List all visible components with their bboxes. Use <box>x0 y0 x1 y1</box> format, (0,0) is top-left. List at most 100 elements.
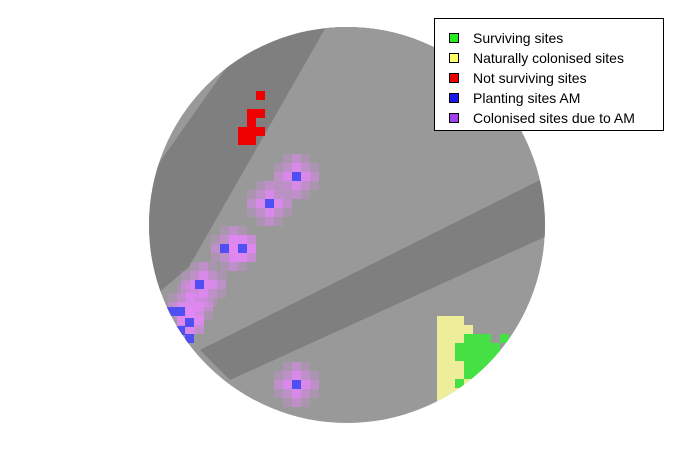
legend-swatch-colonised-am <box>449 113 459 123</box>
colonised-am-cell <box>274 163 283 172</box>
legend-item-colonised-am: Colonised sites due to AM <box>449 108 663 128</box>
planting-am-cell <box>176 326 185 335</box>
naturally-colonised-cell <box>455 370 464 379</box>
naturally-colonised-cell <box>455 334 464 343</box>
colonised-am-cell <box>186 307 195 316</box>
naturally-colonised-cell <box>446 334 455 343</box>
legend-label-planting-am: Planting sites AM <box>473 90 581 106</box>
colonised-am-cell <box>274 181 283 190</box>
planting-am-cell <box>265 199 274 208</box>
colonised-am-cell <box>211 253 220 262</box>
colonised-am-cell <box>168 302 177 311</box>
colonised-am-cell <box>208 262 217 271</box>
colonised-am-cell <box>186 325 195 334</box>
naturally-colonised-cell <box>437 370 446 379</box>
colonised-am-cell <box>292 190 301 199</box>
colonised-am-cell <box>274 181 283 190</box>
colonised-am-cell <box>274 172 283 181</box>
colonised-am-cell <box>301 163 310 172</box>
colonised-am-cell <box>274 380 283 389</box>
naturally-colonised-cell <box>491 370 500 379</box>
naturally-colonised-cell <box>446 388 455 397</box>
colonised-am-cell <box>283 190 292 199</box>
planting-am-cell <box>167 307 176 316</box>
colonised-am-cell <box>301 190 310 199</box>
colonised-am-cell <box>190 271 199 280</box>
not-surviving-cell <box>247 109 256 118</box>
colonised-am-cell <box>177 284 186 293</box>
colonised-am-cell <box>301 154 310 163</box>
naturally-colonised-cell <box>509 388 518 397</box>
colonised-am-cell <box>195 293 204 302</box>
legend-swatch-naturally-colonised <box>449 53 459 63</box>
legend-label-not-surviving: Not surviving sites <box>473 70 587 86</box>
not-surviving-cell <box>247 136 256 145</box>
colonised-am-cell <box>310 389 319 398</box>
colonised-am-cell <box>204 293 213 302</box>
colonised-am-cell <box>195 325 204 334</box>
surviving-cell <box>473 370 482 379</box>
colonised-am-cell <box>274 389 283 398</box>
naturally-colonised-cell <box>455 397 464 406</box>
planting-am-cell <box>292 172 301 181</box>
colonised-am-cell <box>265 190 274 199</box>
naturally-colonised-cell <box>446 379 455 388</box>
colonised-am-cell <box>168 293 177 302</box>
colonised-am-cell <box>301 181 310 190</box>
surviving-cell <box>473 334 482 343</box>
not-surviving-cell <box>247 127 256 136</box>
surviving-cell <box>464 334 473 343</box>
colonised-am-cell <box>247 208 256 217</box>
colonised-am-cell <box>204 311 213 320</box>
naturally-colonised-cell <box>437 352 446 361</box>
naturally-colonised-cell <box>455 361 464 370</box>
colonised-am-cell <box>211 235 220 244</box>
naturally-colonised-cell <box>482 379 491 388</box>
naturally-colonised-cell <box>518 379 527 388</box>
colonised-am-cell <box>283 208 292 217</box>
colonised-am-cell <box>181 271 190 280</box>
surviving-cell <box>473 352 482 361</box>
colonised-am-cell <box>256 181 265 190</box>
legend-item-surviving: Surviving sites <box>449 28 663 48</box>
naturally-colonised-cell <box>437 325 446 334</box>
colonised-am-cell <box>186 302 195 311</box>
colonised-am-cell <box>310 371 319 380</box>
naturally-colonised-cell <box>437 343 446 352</box>
surviving-cell <box>464 370 473 379</box>
colonised-am-cell <box>292 398 301 407</box>
colonised-am-cell <box>283 398 292 407</box>
legend-swatch-planting-am <box>449 93 459 103</box>
colonised-am-cell <box>220 235 229 244</box>
planting-am-cell <box>185 334 194 343</box>
not-surviving-cell <box>238 136 247 145</box>
planting-am-cell <box>185 318 194 327</box>
colonised-am-cell <box>247 199 256 208</box>
colonised-am-cell <box>301 389 310 398</box>
colonised-am-cell <box>247 253 256 262</box>
colonised-am-cell <box>274 208 283 217</box>
naturally-colonised-cell <box>446 361 455 370</box>
colonised-am-cell <box>283 371 292 380</box>
legend-item-planting-am: Planting sites AM <box>449 88 663 108</box>
colonised-am-cell <box>208 280 217 289</box>
surviving-cell <box>500 334 509 343</box>
colonised-am-cell <box>283 181 292 190</box>
colonised-am-cell <box>265 217 274 226</box>
colonised-am-cell <box>292 362 301 371</box>
naturally-colonised-cell <box>464 397 473 406</box>
surviving-cell <box>473 361 482 370</box>
colonised-am-cell <box>256 190 265 199</box>
naturally-colonised-cell <box>464 325 473 334</box>
surviving-cell <box>455 379 464 388</box>
colonised-am-cell <box>229 235 238 244</box>
naturally-colonised-cell <box>446 352 455 361</box>
naturally-colonised-cell <box>491 379 500 388</box>
naturally-colonised-cell <box>500 370 509 379</box>
naturally-colonised-cell <box>464 388 473 397</box>
colonised-am-cell <box>292 389 301 398</box>
colonised-am-cell <box>199 262 208 271</box>
naturally-colonised-cell <box>491 361 500 370</box>
planting-am-cell <box>195 280 204 289</box>
colonised-am-cell <box>283 389 292 398</box>
